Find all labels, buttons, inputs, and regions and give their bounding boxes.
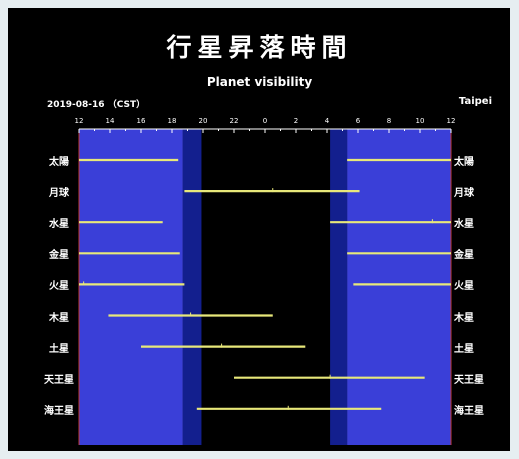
x-tick-label: 0: [263, 117, 267, 125]
planet-label-left: 太陽: [49, 157, 69, 168]
planet-label-left: 土星: [49, 343, 69, 355]
date-label: 2019-08-16 （CST）: [47, 100, 146, 110]
twilight-region-dusk: [182, 129, 202, 445]
day-region-right: [347, 129, 451, 445]
twilight-region-dawn: [330, 129, 348, 445]
planet-label-right: 水星: [454, 219, 474, 231]
planet-label-right: 火星: [454, 281, 474, 293]
planet-label-left: 火星: [49, 281, 69, 293]
x-tick-label: 22: [230, 117, 239, 125]
x-tick-label: 20: [199, 117, 208, 125]
x-tick-label: 4: [325, 117, 330, 125]
planet-label-left: 水星: [49, 219, 69, 231]
planet-label-left: 海王星: [44, 405, 74, 417]
x-tick-label: 8: [387, 117, 391, 125]
planet-label-left: 木星: [49, 312, 69, 324]
x-tick-label: 10: [416, 117, 425, 125]
planet-label-right: 木星: [454, 312, 474, 324]
planet-label-left: 天王星: [44, 374, 74, 386]
x-tick-label: 14: [106, 117, 115, 125]
planet-label-left: 金星: [49, 250, 69, 262]
planet-label-left: 月球: [49, 188, 69, 200]
planet-label-right: 天王星: [454, 374, 484, 386]
planet-label-right: 海王星: [454, 405, 484, 417]
x-tick-label: 12: [75, 117, 84, 125]
page-title: 行星昇落時間: [166, 33, 353, 62]
location-label: Taipei: [458, 96, 492, 107]
chart-subtitle: Planet visibility: [206, 75, 313, 89]
x-tick-label: 16: [137, 117, 146, 125]
planet-label-right: 金星: [454, 250, 474, 262]
x-tick-label: 12: [447, 117, 456, 125]
planet-label-right: 月球: [454, 188, 474, 200]
day-region-left: [79, 129, 183, 445]
planet-label-right: 土星: [454, 343, 474, 355]
x-tick-label: 2: [294, 117, 298, 125]
x-tick-label: 18: [168, 117, 177, 125]
planet-label-right: 太陽: [454, 157, 474, 168]
x-tick-label: 6: [356, 117, 361, 125]
